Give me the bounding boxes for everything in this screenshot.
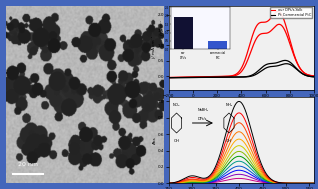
Y-axis label: j / mA cm⁻²: j / mA cm⁻² [153,36,156,59]
Legend: our DPt/s-Yolk, Pt Commercial PtC: our DPt/s-Yolk, Pt Commercial PtC [270,7,313,18]
Text: 20 nm: 20 nm [18,162,38,167]
X-axis label: E / mV vs. Ag / AgCl): E / mV vs. Ag / AgCl) [220,99,263,103]
Y-axis label: Abs: Abs [153,136,156,144]
